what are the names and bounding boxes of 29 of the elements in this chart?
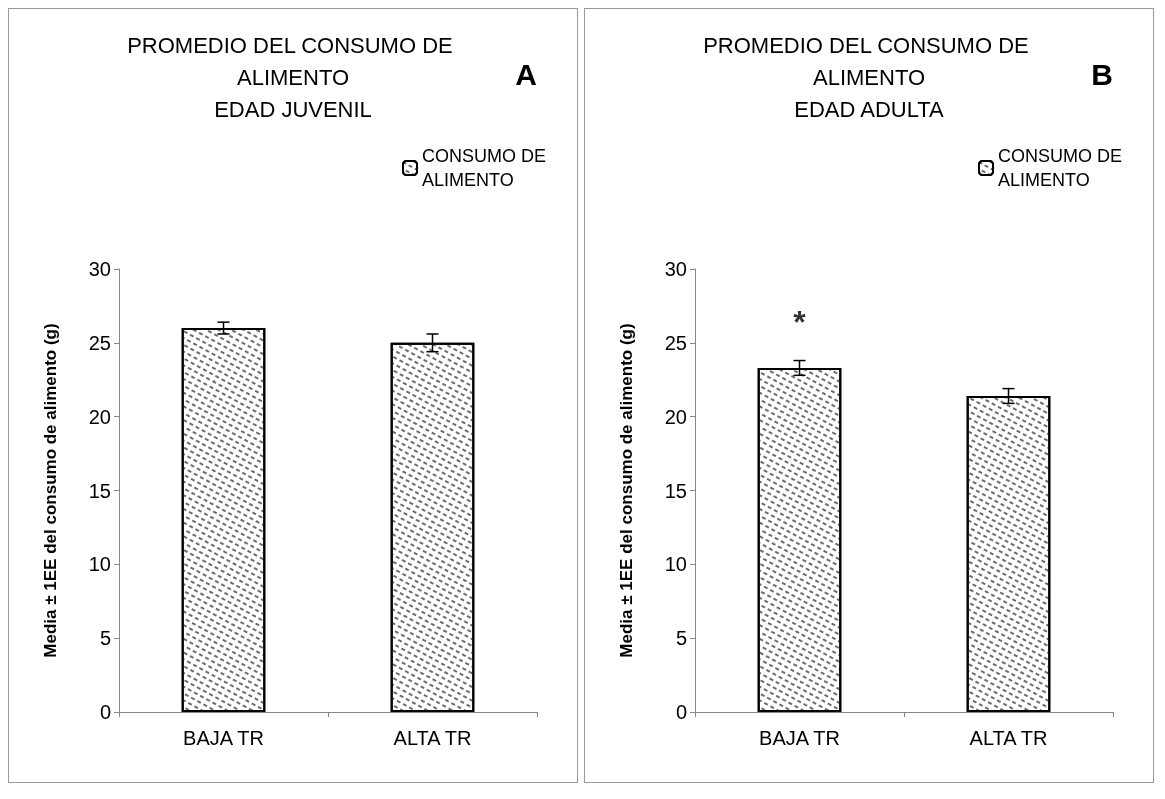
- y-tick-label: 0: [99, 701, 111, 723]
- y-tick-label: 30: [88, 258, 111, 280]
- y-tick-label: 5: [675, 627, 687, 650]
- y-tick-label: 0: [675, 701, 687, 723]
- y-tick-label: 5: [99, 627, 111, 650]
- chart-subtitle: EDAD ADULTA: [794, 96, 945, 122]
- chart-subtitle: EDAD JUVENIL: [214, 96, 372, 122]
- y-tick-label: 25: [88, 331, 111, 354]
- legend-label: CONSUMO DE ALIMENTO: [998, 146, 1128, 190]
- y-tick-label: 10: [88, 553, 111, 576]
- y-axis-title: Media ± 1EE del consumo de alimento (g): [41, 323, 60, 658]
- y-tick-label: 15: [88, 479, 111, 502]
- x-tick-label: BAJA TR: [759, 727, 840, 749]
- y-tick-label: 30: [664, 258, 687, 280]
- chart-title: PROMEDIO DEL CONSUMO DE ALIMENTO: [127, 32, 459, 90]
- legend-label: CONSUMO DE ALIMENTO: [422, 146, 552, 190]
- y-tick-label: 20: [664, 405, 687, 428]
- y-tick-label: 20: [88, 405, 111, 428]
- x-tick-label: ALTA TR: [969, 727, 1048, 749]
- y-tick-label: 15: [664, 479, 687, 502]
- y-tick-label: 25: [664, 331, 687, 354]
- annotation: *: [793, 304, 807, 341]
- y-axis-title: Media ± 1EE del consumo de alimento (g): [617, 323, 636, 658]
- chart-title: PROMEDIO DEL CONSUMO DE ALIMENTO: [703, 32, 1035, 90]
- text: B: [1091, 57, 1114, 91]
- x-tick-label: BAJA TR: [183, 727, 264, 749]
- text: A: [515, 57, 538, 91]
- y-tick-label: 10: [664, 553, 687, 576]
- x-tick-label: ALTA TR: [393, 727, 472, 749]
